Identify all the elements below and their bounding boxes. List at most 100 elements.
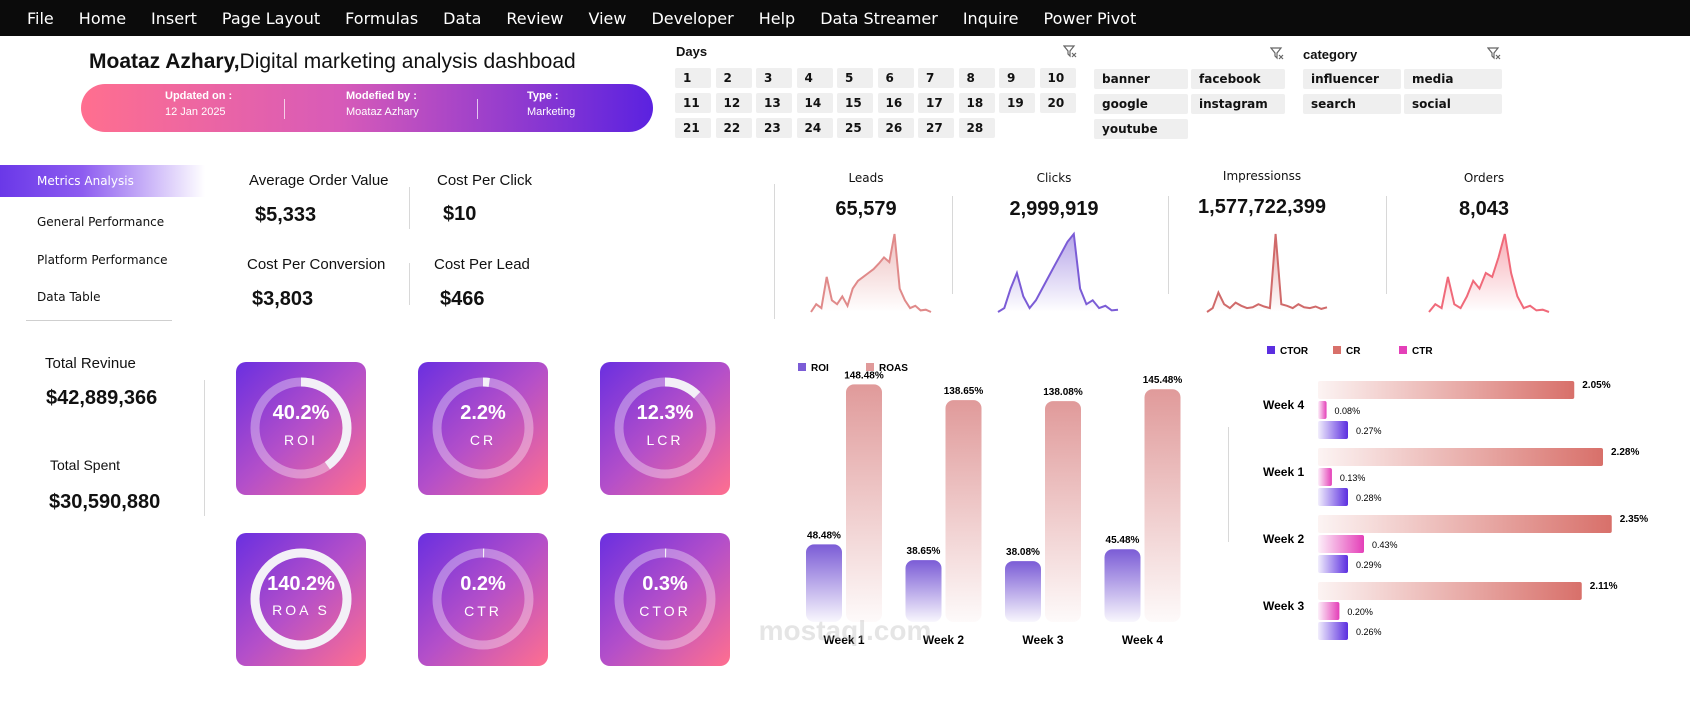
ring-card-lcr: 12.3% LCR	[600, 362, 730, 495]
platform-chip[interactable]: youtube	[1094, 119, 1188, 139]
day-chip[interactable]: 11	[675, 93, 711, 113]
ribbon-tab[interactable]: Inquire	[962, 8, 1019, 28]
bar-roas	[1045, 401, 1081, 622]
ring-progress	[432, 548, 534, 650]
ribbon-tab[interactable]: Help	[758, 8, 796, 28]
ribbon-tab[interactable]: Data Streamer	[820, 8, 938, 28]
day-chip[interactable]: 7	[918, 68, 954, 88]
ribbon-tab[interactable]: Page Layout	[221, 8, 321, 28]
ring-card-roas: 140.2% ROA S	[236, 533, 366, 666]
clear-filter-icon[interactable]	[1487, 46, 1501, 60]
day-chip[interactable]: 6	[877, 68, 914, 88]
ribbon-tab[interactable]: Insert	[151, 8, 197, 28]
clear-filter-icon[interactable]	[1270, 46, 1284, 60]
bar-cr	[1318, 381, 1575, 399]
ribbon-tab[interactable]: Review	[506, 8, 564, 28]
ribbon-menu: File Home Insert Page Layout Formulas Data Rev…	[0, 0, 1690, 36]
type-label: Type :	[527, 90, 559, 102]
platform-chip[interactable]: facebook	[1191, 69, 1285, 89]
day-chip[interactable]: 24	[796, 118, 833, 138]
ribbon-tab[interactable]: Power Pivot	[1043, 8, 1137, 28]
clear-filter-icon[interactable]	[1063, 44, 1077, 58]
day-chip[interactable]: 3	[756, 68, 792, 88]
platform-chip[interactable]: google	[1094, 94, 1188, 114]
nav-item-general-performance[interactable]: General Performance	[37, 215, 165, 229]
bar-ctr	[1318, 602, 1340, 620]
day-chip[interactable]: 27	[918, 118, 954, 138]
category-chip[interactable]: media	[1404, 69, 1502, 89]
day-chip[interactable]: 4	[796, 68, 833, 88]
nav-active-highlight	[0, 165, 205, 197]
ribbon-tab[interactable]: Home	[78, 8, 127, 28]
day-chip[interactable]: 5	[837, 68, 873, 88]
category-chip[interactable]: influencer	[1303, 69, 1401, 89]
day-chip[interactable]: 23	[756, 118, 792, 138]
day-chip[interactable]: 21	[675, 118, 711, 138]
ribbon-tab[interactable]: View	[588, 8, 627, 28]
legend-label: ROAS	[879, 363, 908, 374]
ribbon-tab[interactable]: Formulas	[345, 8, 419, 28]
platform-chip[interactable]: banner	[1094, 69, 1188, 89]
nav-item-platform-performance[interactable]: Platform Performance	[37, 253, 168, 267]
day-chip[interactable]: 12	[715, 93, 752, 113]
category-label: Week 1	[1263, 465, 1304, 479]
category-chip[interactable]: search	[1303, 94, 1401, 114]
data-label: 2.28%	[1611, 447, 1639, 458]
ring-card-ctr: 0.2% CTR	[418, 533, 548, 666]
data-label: 38.08%	[1006, 547, 1040, 558]
day-chip[interactable]: 1	[675, 68, 711, 88]
day-chip[interactable]: 18	[958, 93, 995, 113]
day-chip[interactable]: 8	[958, 68, 995, 88]
category-label: Week 4	[1263, 398, 1304, 412]
nav-item-metrics-analysis[interactable]: Metrics Analysis	[37, 174, 134, 188]
updated-value: 12 Jan 2025	[165, 106, 226, 118]
day-chip[interactable]: 9	[999, 68, 1035, 88]
info-banner: Updated on : 12 Jan 2025 Modefied by : M…	[81, 84, 653, 132]
ribbon-tab[interactable]: Data	[443, 8, 482, 28]
ring-progress	[250, 377, 352, 479]
data-label: 0.20%	[1347, 607, 1373, 617]
sparkline-area	[1429, 234, 1549, 312]
category-chip[interactable]: social	[1404, 94, 1502, 114]
legend-label: CTR	[1412, 346, 1433, 357]
ring-progress	[614, 548, 716, 650]
bar-roi	[905, 560, 942, 622]
data-label: 138.08%	[1043, 387, 1083, 398]
day-chip[interactable]: 10	[1039, 68, 1076, 88]
data-label: 0.13%	[1340, 473, 1366, 483]
legend-swatch	[798, 363, 806, 371]
ring-progress	[432, 377, 534, 479]
modified-info: Modefied by : Moataz Azhary	[346, 90, 419, 118]
day-chip[interactable]: 13	[756, 93, 792, 113]
day-chip[interactable]: 15	[837, 93, 873, 113]
day-chip[interactable]: 22	[715, 118, 752, 138]
day-chip[interactable]: 14	[796, 93, 833, 113]
banner-divider	[284, 99, 285, 119]
data-label: 38.65%	[907, 546, 941, 557]
bar-roas	[846, 384, 882, 622]
ring-percent: 2.2%	[460, 402, 506, 424]
day-chip[interactable]: 26	[877, 118, 914, 138]
platform-chip[interactable]: instagram	[1191, 94, 1285, 114]
ribbon-tab[interactable]: File	[27, 8, 54, 28]
day-chip[interactable]: 19	[999, 93, 1035, 113]
day-chip[interactable]: 25	[837, 118, 873, 138]
category-label: Week 2	[1263, 532, 1304, 546]
ring-percent: 0.3%	[642, 573, 688, 595]
type-info: Type : Marketing	[527, 90, 575, 118]
ring-progress	[614, 377, 716, 479]
dashboard-subtitle: Digital marketing analysis dashboad	[239, 50, 576, 73]
nav-item-data-table[interactable]: Data Table	[37, 290, 101, 304]
day-chip[interactable]: 16	[877, 93, 914, 113]
day-chip[interactable]: 17	[918, 93, 954, 113]
bar-ctor	[1318, 488, 1348, 506]
ring-label: CR	[469, 432, 497, 448]
day-chip[interactable]: 2	[715, 68, 752, 88]
category-label: Week 4	[1122, 633, 1163, 647]
day-chip[interactable]: 20	[1039, 93, 1076, 113]
ring-label: CTR	[464, 603, 502, 619]
ribbon-tab[interactable]: Developer	[651, 8, 734, 28]
day-chip[interactable]: 28	[958, 118, 995, 138]
ring-label: CTOR	[639, 603, 691, 619]
